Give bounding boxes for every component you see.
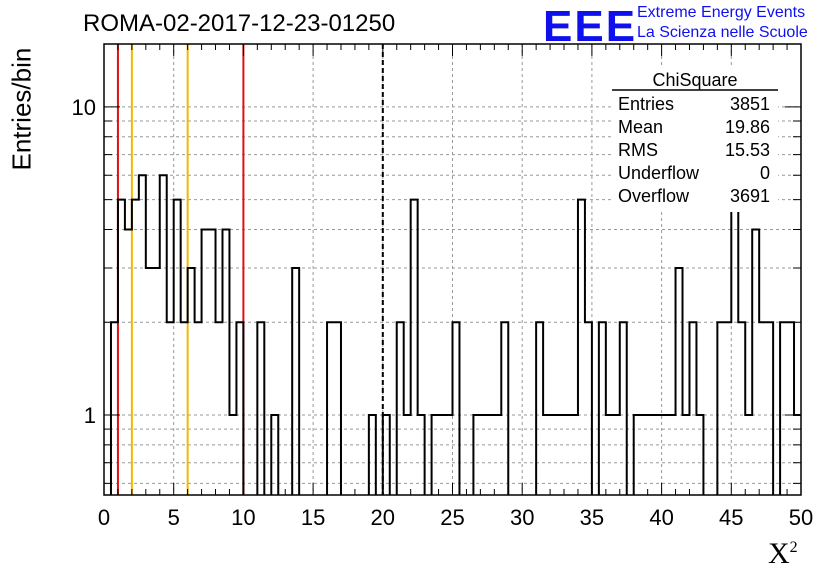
x-axis-label: X2 [768,537,798,570]
stats-label: Overflow [618,186,690,206]
y-tick-label: 1 [84,403,96,428]
x-tick-label: 15 [301,505,325,530]
logo-line-1: Extreme Energy Events [637,4,806,21]
x-tick-label: 20 [371,505,395,530]
stats-value: 3691 [730,186,770,206]
stats-label: RMS [618,140,658,160]
x-tick-label: 50 [789,505,813,530]
y-tick-label: 10 [72,95,96,120]
histogram-series [109,174,801,495]
eee-logo: EEE [543,2,638,51]
stats-value: 15.53 [725,140,770,160]
chart-title: ROMA-02-2017-12-23-01250 [83,10,396,37]
logo-line-2: La Scienza nelle Scuole [637,24,808,41]
x-tick-label: 30 [510,505,534,530]
x-tick-label: 35 [580,505,604,530]
stats-label: Mean [618,117,663,137]
x-tick-label: 25 [440,505,464,530]
stats-value: 19.86 [725,117,770,137]
stats-value: 3851 [730,94,770,114]
x-tick-label: 10 [231,505,255,530]
stats-title: ChiSquare [652,70,737,90]
stats-label: Entries [618,94,674,114]
x-tick-label: 5 [168,505,180,530]
x-tick-label: 0 [98,505,110,530]
x-tick-label: 45 [719,505,743,530]
stats-value: 0 [760,163,770,183]
stats-label: Underflow [618,163,700,183]
y-axis-label: Entries/bin [6,47,37,171]
x-tick-label: 40 [649,505,673,530]
